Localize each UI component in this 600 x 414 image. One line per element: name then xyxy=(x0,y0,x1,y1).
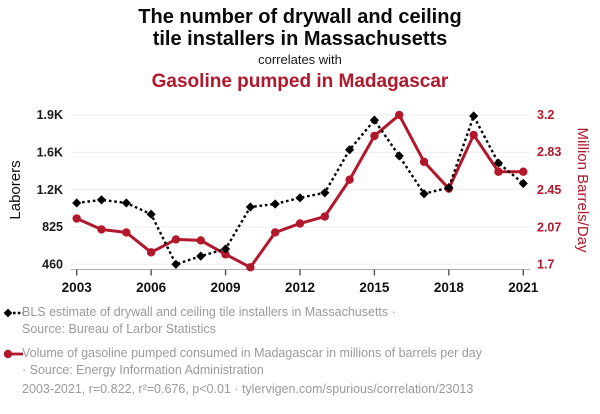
left-axis-title: Laborers xyxy=(7,160,24,219)
diamond-marker xyxy=(146,209,156,219)
circle-marker xyxy=(270,228,280,237)
series-group xyxy=(72,110,528,272)
circle-marker xyxy=(519,167,528,176)
left-axis-tick-label: 1.6K xyxy=(37,146,63,160)
diamond-marker xyxy=(369,115,380,125)
circle-marker xyxy=(320,212,329,221)
correlates-with-label: correlates with xyxy=(258,52,342,67)
diamond-marker xyxy=(444,183,454,193)
circle-marker xyxy=(419,157,429,166)
x-axis-tick-label: 2021 xyxy=(508,280,539,295)
circle-marker xyxy=(345,175,354,184)
diamond-marker xyxy=(295,193,305,203)
diamond-marker xyxy=(345,145,355,155)
right-axis-tick-label: 2.07 xyxy=(537,221,561,235)
x-axis-tick-label: 2006 xyxy=(136,280,167,295)
left-axis-tick-label: 1.2K xyxy=(37,183,63,197)
diamond-marker xyxy=(171,259,181,269)
red-subtitle: Gasoline pumped in Madagascar xyxy=(151,71,449,92)
gridlines-group xyxy=(71,114,530,265)
right-axis-title: Million Barrels/Day xyxy=(574,127,591,253)
diamond-marker xyxy=(245,202,255,212)
diamond-marker xyxy=(270,199,280,209)
circle-marker xyxy=(122,228,131,237)
legend-item-laborers: BLS estimate of drywall and ceiling tile… xyxy=(3,304,593,337)
circle-marker xyxy=(196,236,205,245)
x-axis-tick-label: 2003 xyxy=(62,280,93,295)
legend-gasoline-line2: · Source: Energy Information Administrat… xyxy=(22,362,264,377)
right-axis-tick-label: 2.83 xyxy=(537,145,561,159)
circle-marker xyxy=(97,225,106,234)
diamond-marker xyxy=(493,158,504,168)
right-axis-tick-label: 3.2 xyxy=(537,108,554,122)
stats-footer: 2003-2021, r=0.822, r²=0.676, p<0.01 · t… xyxy=(22,382,474,396)
left-axis-tick-label: 460 xyxy=(42,258,63,272)
diamond-marker xyxy=(121,198,131,208)
diamond-marker xyxy=(469,111,479,121)
black-diamond-dotted-legend-marker xyxy=(3,308,23,318)
left-axis-tick-label: 825 xyxy=(42,220,63,234)
right-axis-tick-label: 1.7 xyxy=(537,258,554,272)
circle-marker xyxy=(494,167,503,176)
x-axis-group: 2003 2006 2009 2012 2015 2018 2021 xyxy=(62,269,539,295)
left-axis-tick-label: 1.9K xyxy=(37,108,63,122)
circle-marker xyxy=(221,250,230,259)
diamond-marker xyxy=(96,195,107,205)
chart-canvas: 2003 2006 2009 2012 2015 2018 2021 460 1.7 825 2.… xyxy=(7,108,591,295)
diamond-marker xyxy=(518,178,528,189)
circle-marker xyxy=(370,131,379,141)
chart-title: The number of drywall and ceiling tile i… xyxy=(0,6,600,50)
circle-marker xyxy=(246,263,255,272)
x-axis-tick-label: 2015 xyxy=(359,280,390,295)
circle-marker xyxy=(171,235,181,244)
circle-marker xyxy=(395,110,404,120)
legend-gasoline-line1: Volume of gasoline pumped consumed in Ma… xyxy=(22,346,482,360)
diamond-marker xyxy=(394,151,404,161)
x-axis-tick-label: 2009 xyxy=(211,280,241,295)
diamond-marker xyxy=(220,244,231,254)
legend-laborers-line2: Source: Bureau of Larbor Statistics xyxy=(22,321,216,336)
legend-item-gasoline: Volume of gasoline pumped consumed in Ma… xyxy=(3,345,593,378)
series-line-circle xyxy=(76,112,524,270)
right-axis-tick-label: 2.45 xyxy=(537,183,561,197)
red-circle-solid-legend-marker xyxy=(3,349,23,359)
y-tick-labels-group: 460 1.7 825 2.07 1.2K 2.45 1.6K 2.83 1.9K 3.2 xyxy=(37,108,562,271)
diamond-marker xyxy=(320,188,330,198)
x-axis-tick-label: 2012 xyxy=(285,280,315,295)
diamond-marker xyxy=(196,251,206,261)
circle-marker xyxy=(146,248,156,257)
legend-laborers-line1: BLS estimate of drywall and ceiling tile… xyxy=(22,305,396,319)
x-axis-tick-label: 2018 xyxy=(434,280,465,295)
series-line-diamond xyxy=(76,113,525,266)
diamond-marker xyxy=(72,198,82,208)
title-line-1: The number of drywall and ceiling xyxy=(138,6,462,28)
diamond-marker xyxy=(419,189,429,199)
circle-marker xyxy=(72,214,81,223)
circle-marker xyxy=(295,219,305,228)
circle-marker xyxy=(469,130,478,140)
title-line-2: tile installers in Massachusetts xyxy=(152,28,448,50)
